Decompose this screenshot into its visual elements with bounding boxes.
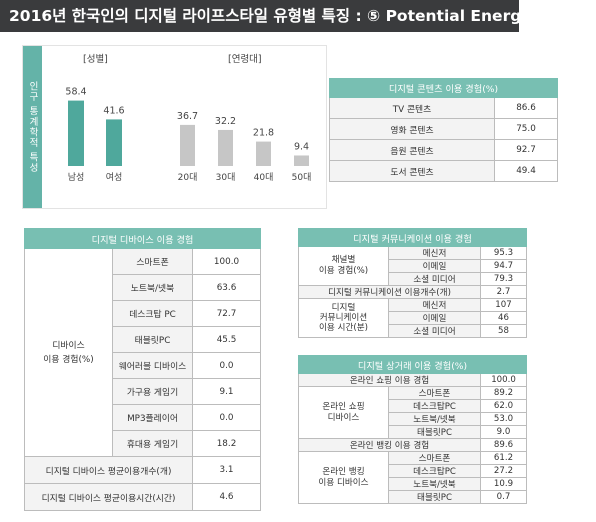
communication-row-label: 이메일 xyxy=(388,259,481,273)
communication-row-value: 79.3 xyxy=(480,272,527,286)
communication-row-label: 소셜 미디어 xyxy=(388,272,481,286)
content-row-value: 92.7 xyxy=(494,139,558,161)
banking-device-label: 노트북/넷북 xyxy=(388,477,481,491)
age-category-label: 40대 xyxy=(254,172,274,183)
age-bar xyxy=(294,155,309,166)
commerce-table-title: 디지털 상거래 이용 경험(%) xyxy=(298,355,527,374)
device-row-label: 가구용 게임기 xyxy=(112,378,193,405)
shopping-device-group-label: 온라인 쇼핑 디바이스 xyxy=(298,386,389,439)
shopping-device-label: 태블릿PC xyxy=(388,425,481,439)
device-row-value: 0.0 xyxy=(191,352,262,379)
banking-device-label: 데스크탑PC xyxy=(388,464,481,478)
digital-device-table-title: 디지털 디바이스 이용 경험 xyxy=(23,228,262,249)
gender-value-label: 41.6 xyxy=(103,105,124,116)
demographics-side-label: 인구 통계학적 특성 xyxy=(23,46,42,208)
age-category-label: 20대 xyxy=(178,172,198,183)
communication-row-label: 이메일 xyxy=(388,311,481,325)
content-row-label: 음원 콘텐츠 xyxy=(329,139,495,161)
device-row-label: 스마트폰 xyxy=(112,248,193,275)
content-row-value: 49.4 xyxy=(494,160,558,182)
gender-category-label: 남성 xyxy=(68,172,85,183)
device-footer-value: 4.6 xyxy=(191,483,262,511)
communication-group2-label: 디지털 커뮤니케이션 이용 시간(분) xyxy=(298,298,389,338)
shopping-device-value: 89.2 xyxy=(480,386,527,400)
device-row-value: 63.6 xyxy=(191,274,262,301)
age-bar xyxy=(218,129,233,166)
device-row-value: 9.1 xyxy=(191,378,262,405)
device-row-value: 45.5 xyxy=(191,326,262,353)
communication-row-label: 소셜 미디어 xyxy=(388,324,481,338)
age-value-label: 36.7 xyxy=(177,111,198,122)
age-category-label: 50대 xyxy=(292,172,312,183)
device-row-label: 노트북/넷북 xyxy=(112,274,193,301)
device-row-value: 18.2 xyxy=(191,430,262,457)
communication-mid-label: 디지털 커뮤니케이션 이용개수(개) xyxy=(298,285,481,299)
shopping-device-label: 노트북/넷북 xyxy=(388,412,481,426)
communication-mid-value: 2.7 xyxy=(480,285,527,299)
online-shopping-label: 온라인 쇼핑 이용 경험 xyxy=(298,373,481,387)
communication-row-label: 메신저 xyxy=(388,298,481,312)
communication-row-value: 94.7 xyxy=(480,259,527,273)
communication-row-value: 46 xyxy=(480,311,527,325)
digital-device-table: 디지털 디바이스 이용 경험 디바이스 이용 경험(%) 스마트폰 100.0 … xyxy=(23,228,262,511)
age-category-label: 30대 xyxy=(216,172,236,183)
age-value-label: 32.2 xyxy=(215,116,236,127)
banking-device-value: 0.7 xyxy=(480,490,527,504)
device-row-value: 0.0 xyxy=(191,404,262,431)
device-row-value: 72.7 xyxy=(191,300,262,327)
device-row-label: 웨어러블 디바이스 xyxy=(112,352,193,379)
gender-chart-title: [성별] xyxy=(83,54,108,65)
communication-row-value: 58 xyxy=(480,324,527,338)
shopping-device-label: 데스크탑PC xyxy=(388,399,481,413)
content-row-value: 86.6 xyxy=(494,97,558,119)
content-row-value: 75.0 xyxy=(494,118,558,140)
content-row-label: 영화 콘텐츠 xyxy=(329,118,495,140)
page-title: 2016년 한국인의 디지털 라이프스타일 유형별 특징 : ⑤ Potenti… xyxy=(0,0,519,32)
age-bar xyxy=(256,141,271,166)
digital-content-table-title: 디지털 콘텐츠 이용 경험(%) xyxy=(329,78,558,98)
age-chart-title: [연령대] xyxy=(228,54,262,65)
online-shopping-value: 100.0 xyxy=(480,373,527,387)
age-bar xyxy=(180,124,195,166)
device-row-label: 휴대용 게임기 xyxy=(112,430,193,457)
device-row-label: 태블릿PC xyxy=(112,326,193,353)
communication-group1-label: 채널별 이용 경험(%) xyxy=(298,246,389,286)
shopping-device-label: 스마트폰 xyxy=(388,386,481,400)
communication-row-value: 107 xyxy=(480,298,527,312)
device-row-value: 100.0 xyxy=(191,248,262,275)
communication-row-value: 95.3 xyxy=(480,246,527,260)
age-value-label: 21.8 xyxy=(253,128,274,139)
banking-device-label: 태블릿PC xyxy=(388,490,481,504)
digital-content-table: 디지털 콘텐츠 이용 경험(%) TV 콘텐츠 86.6 영화 콘텐츠 75.0 음… xyxy=(329,78,558,182)
banking-device-value: 61.2 xyxy=(480,451,527,465)
shopping-device-value: 9.0 xyxy=(480,425,527,439)
shopping-device-value: 62.0 xyxy=(480,399,527,413)
content-row-label: 도서 콘텐츠 xyxy=(329,160,495,182)
banking-device-group-label: 온라인 뱅킹 이용 디바이스 xyxy=(298,451,389,504)
shopping-device-value: 53.0 xyxy=(480,412,527,426)
gender-category-label: 여성 xyxy=(106,171,123,183)
device-row-label: MP3플레이어 xyxy=(112,404,193,431)
content-row-label: TV 콘텐츠 xyxy=(329,97,495,119)
device-row-label: 데스크탑 PC xyxy=(112,300,193,327)
online-banking-value: 89.6 xyxy=(480,438,527,452)
device-group-label: 디바이스 이용 경험(%) xyxy=(24,248,113,457)
gender-value-label: 58.4 xyxy=(65,87,86,98)
banking-device-value: 10.9 xyxy=(480,477,527,491)
banking-device-value: 27.2 xyxy=(480,464,527,478)
communication-row-label: 메신저 xyxy=(388,246,481,260)
digital-communication-table: 디지털 커뮤니케이션 이용 경험 채널별 이용 경험(%) 메신저 95.3 이… xyxy=(298,228,527,338)
gender-bar xyxy=(106,119,122,166)
online-banking-label: 온라인 뱅킹 이용 경험 xyxy=(298,438,481,452)
gender-bar xyxy=(68,100,84,166)
digital-commerce-table: 디지털 상거래 이용 경험(%) 온라인 쇼핑 이용 경험 100.0 온라인 쇼… xyxy=(298,355,527,504)
device-footer-label: 디지털 디바이스 평균이용시간(시간) xyxy=(24,483,193,511)
device-footer-label: 디지털 디바이스 평균이용개수(개) xyxy=(24,456,193,484)
age-value-label: 9.4 xyxy=(294,141,309,152)
communication-table-title: 디지털 커뮤니케이션 이용 경험 xyxy=(298,228,527,247)
banking-device-label: 스마트폰 xyxy=(388,451,481,465)
device-footer-value: 3.1 xyxy=(191,456,262,484)
